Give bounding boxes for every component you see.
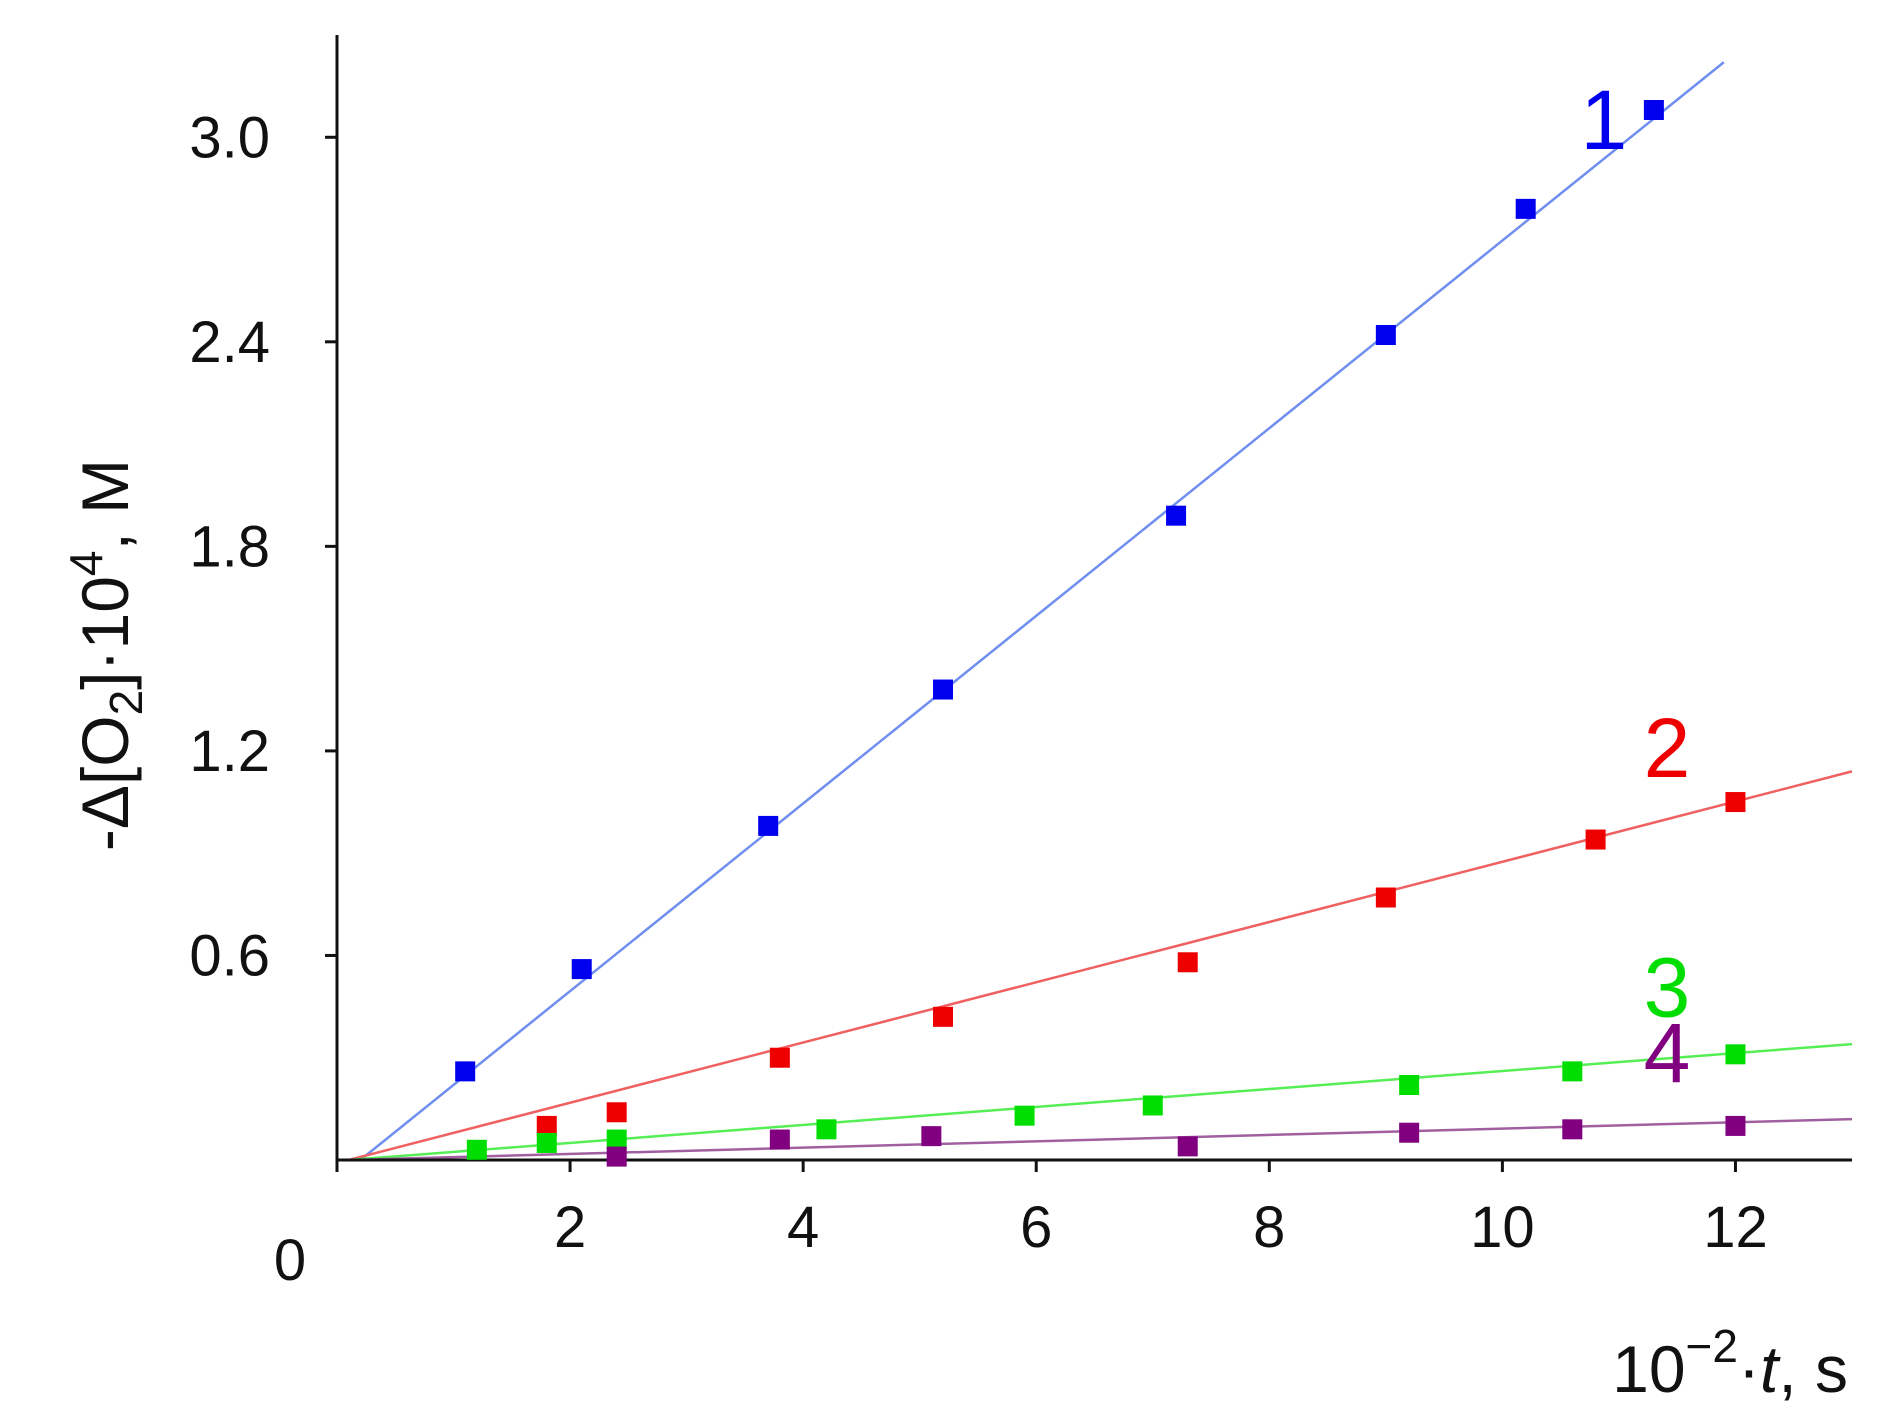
- y-axis-title-unit: , M: [68, 459, 142, 551]
- y-tick-label: 3.0: [189, 105, 270, 170]
- series-4-point: [606, 1146, 627, 1167]
- series-3-point: [1399, 1075, 1420, 1095]
- series-3-point: [1014, 1105, 1035, 1126]
- series-3-point: [816, 1119, 837, 1140]
- series-2-point: [606, 1102, 627, 1123]
- series-4-label: 4: [1644, 1006, 1691, 1100]
- y-axis-title-prefix: -Δ[O: [68, 715, 142, 851]
- series-1-point: [455, 1061, 476, 1082]
- y-axis-title-superscript: 4: [60, 550, 112, 576]
- series-3-point: [466, 1139, 487, 1160]
- axes: [335, 35, 1852, 1172]
- series-3-fit-line: [348, 1042, 1853, 1162]
- series-1-point: [758, 815, 779, 836]
- series-2-point: [1177, 952, 1198, 973]
- series-4-point: [769, 1129, 790, 1150]
- y-tick-label: 1.8: [189, 514, 270, 579]
- y-axis-title-subscript: 2: [100, 690, 152, 716]
- series-4-point: [1725, 1115, 1746, 1136]
- data-markers: [455, 100, 1746, 1167]
- series-1-point: [571, 959, 592, 980]
- series-1-fit-line: [359, 61, 1725, 1161]
- origin-label: 0: [274, 1228, 306, 1293]
- series-3-point: [606, 1129, 627, 1150]
- series-1-point: [933, 679, 953, 700]
- x-tick-label: 2: [554, 1195, 586, 1260]
- series-2-label: 2: [1644, 701, 1691, 795]
- x-axis-title-exponent: −2: [1686, 1320, 1738, 1372]
- fit-lines: [348, 61, 1853, 1162]
- series-1-point: [1643, 100, 1664, 120]
- x-tick-label: 10: [1470, 1195, 1535, 1260]
- x-tick-label: 8: [1253, 1195, 1285, 1260]
- y-tick-label: 2.4: [189, 310, 270, 375]
- series-1-point: [1166, 505, 1187, 526]
- y-axis-title-middle: ]·10: [68, 576, 142, 690]
- series-3-point: [1725, 1044, 1746, 1065]
- series-2-point: [1375, 887, 1396, 908]
- series-1-label: 1: [1580, 73, 1627, 167]
- y-tick-label: 0.6: [189, 923, 270, 988]
- series-2-point: [536, 1115, 557, 1136]
- y-tick-label: 1.2: [189, 719, 270, 784]
- x-axis-title-variable: t: [1760, 1332, 1781, 1406]
- y-axis-title: -Δ[O2]·104, M: [60, 459, 152, 851]
- series-2-point: [1725, 792, 1746, 813]
- series-2-point: [933, 1006, 953, 1027]
- x-axis-title-base: 10: [1612, 1332, 1685, 1406]
- x-tick-label: 12: [1703, 1195, 1768, 1260]
- series-labels: 1 2 34: [1580, 73, 1690, 1100]
- x-tick-label: 4: [787, 1195, 819, 1260]
- series-4-point: [921, 1126, 942, 1147]
- x-axis-title-unit: , s: [1778, 1332, 1848, 1406]
- series-4-fit-line: [348, 1117, 1853, 1162]
- series-3-point: [1562, 1061, 1583, 1082]
- series-4-point: [1399, 1122, 1420, 1143]
- x-axis-title-dot: ·: [1738, 1332, 1760, 1406]
- series-2-point: [769, 1047, 790, 1068]
- series-4-point: [1562, 1119, 1583, 1140]
- series-3-label: 3: [1644, 940, 1691, 1034]
- series-3-point: [536, 1132, 557, 1153]
- series-4-point: [1177, 1136, 1198, 1157]
- x-axis-title: 10−2·t, s: [1612, 1320, 1848, 1406]
- series-3-point: [1142, 1095, 1163, 1116]
- series-1-point: [1515, 198, 1536, 219]
- series-2-point: [1585, 829, 1606, 850]
- x-tick-label: 6: [1020, 1195, 1052, 1260]
- series-1-point: [1375, 325, 1396, 345]
- ticks: 2 4 6 8 10 12 0.6 1.2 1.8 2.4 3.0: [189, 105, 1767, 1260]
